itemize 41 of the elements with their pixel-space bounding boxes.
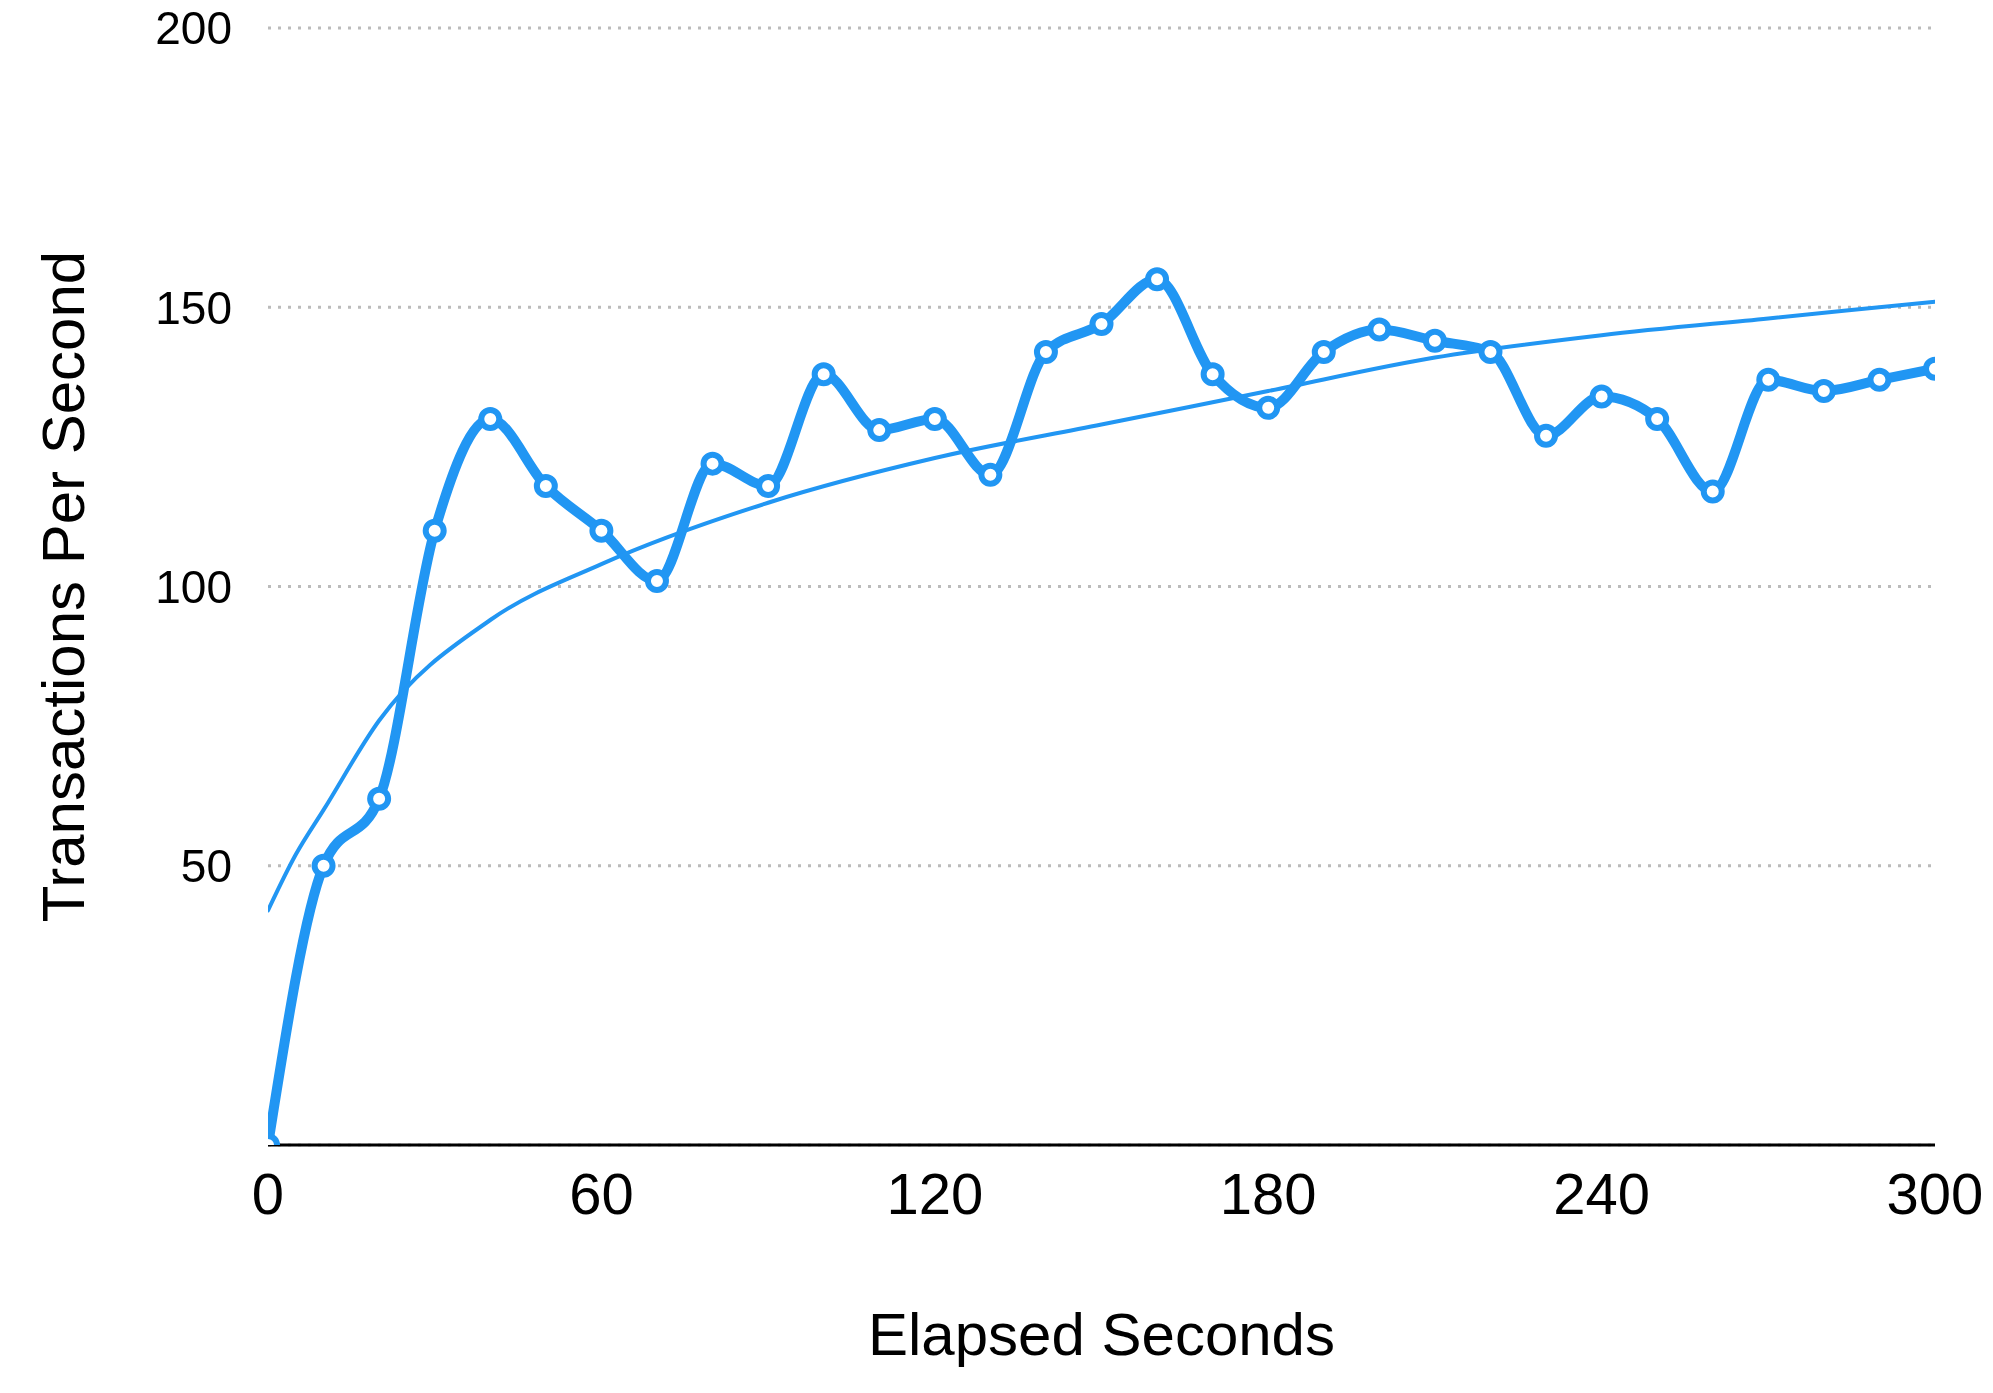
x-tick-label: 120 (886, 1161, 984, 1227)
x-axis-title: Elapsed Seconds (868, 1301, 1335, 1368)
y-tick-label: 200 (155, 2, 232, 55)
point (1589, 384, 1614, 409)
point (756, 473, 781, 498)
point (589, 518, 614, 543)
point (311, 853, 336, 878)
point (1534, 423, 1559, 448)
x-tick-label: 180 (1219, 1161, 1317, 1227)
point (1700, 479, 1725, 504)
point (1367, 317, 1392, 342)
y-tick-label: 50 (180, 840, 232, 893)
y-tick-label: 150 (155, 281, 232, 334)
x-tick-label: 240 (1553, 1161, 1650, 1227)
point (367, 786, 392, 811)
point (1311, 339, 1336, 364)
point (700, 451, 725, 476)
point (1256, 395, 1281, 420)
x-tick-label: 60 (569, 1161, 634, 1227)
point (922, 406, 947, 431)
point (1867, 367, 1892, 392)
point (1089, 312, 1114, 337)
point (1478, 339, 1503, 364)
y-tick-label: 100 (155, 560, 232, 613)
x-tick-label: 0 (251, 1161, 285, 1227)
point (978, 462, 1003, 487)
point (1645, 406, 1670, 431)
point (1145, 267, 1170, 292)
point (811, 362, 836, 387)
point (1033, 339, 1058, 364)
point (533, 473, 558, 498)
point (867, 418, 892, 443)
point (644, 568, 669, 593)
point (1811, 379, 1836, 404)
point (1422, 328, 1447, 353)
y-axis-title: Transactions Per Second (30, 250, 98, 923)
point (478, 406, 503, 431)
point (422, 518, 447, 543)
point (1756, 367, 1781, 392)
x-tick-label: 300 (1886, 1161, 1984, 1227)
point (1200, 362, 1225, 387)
